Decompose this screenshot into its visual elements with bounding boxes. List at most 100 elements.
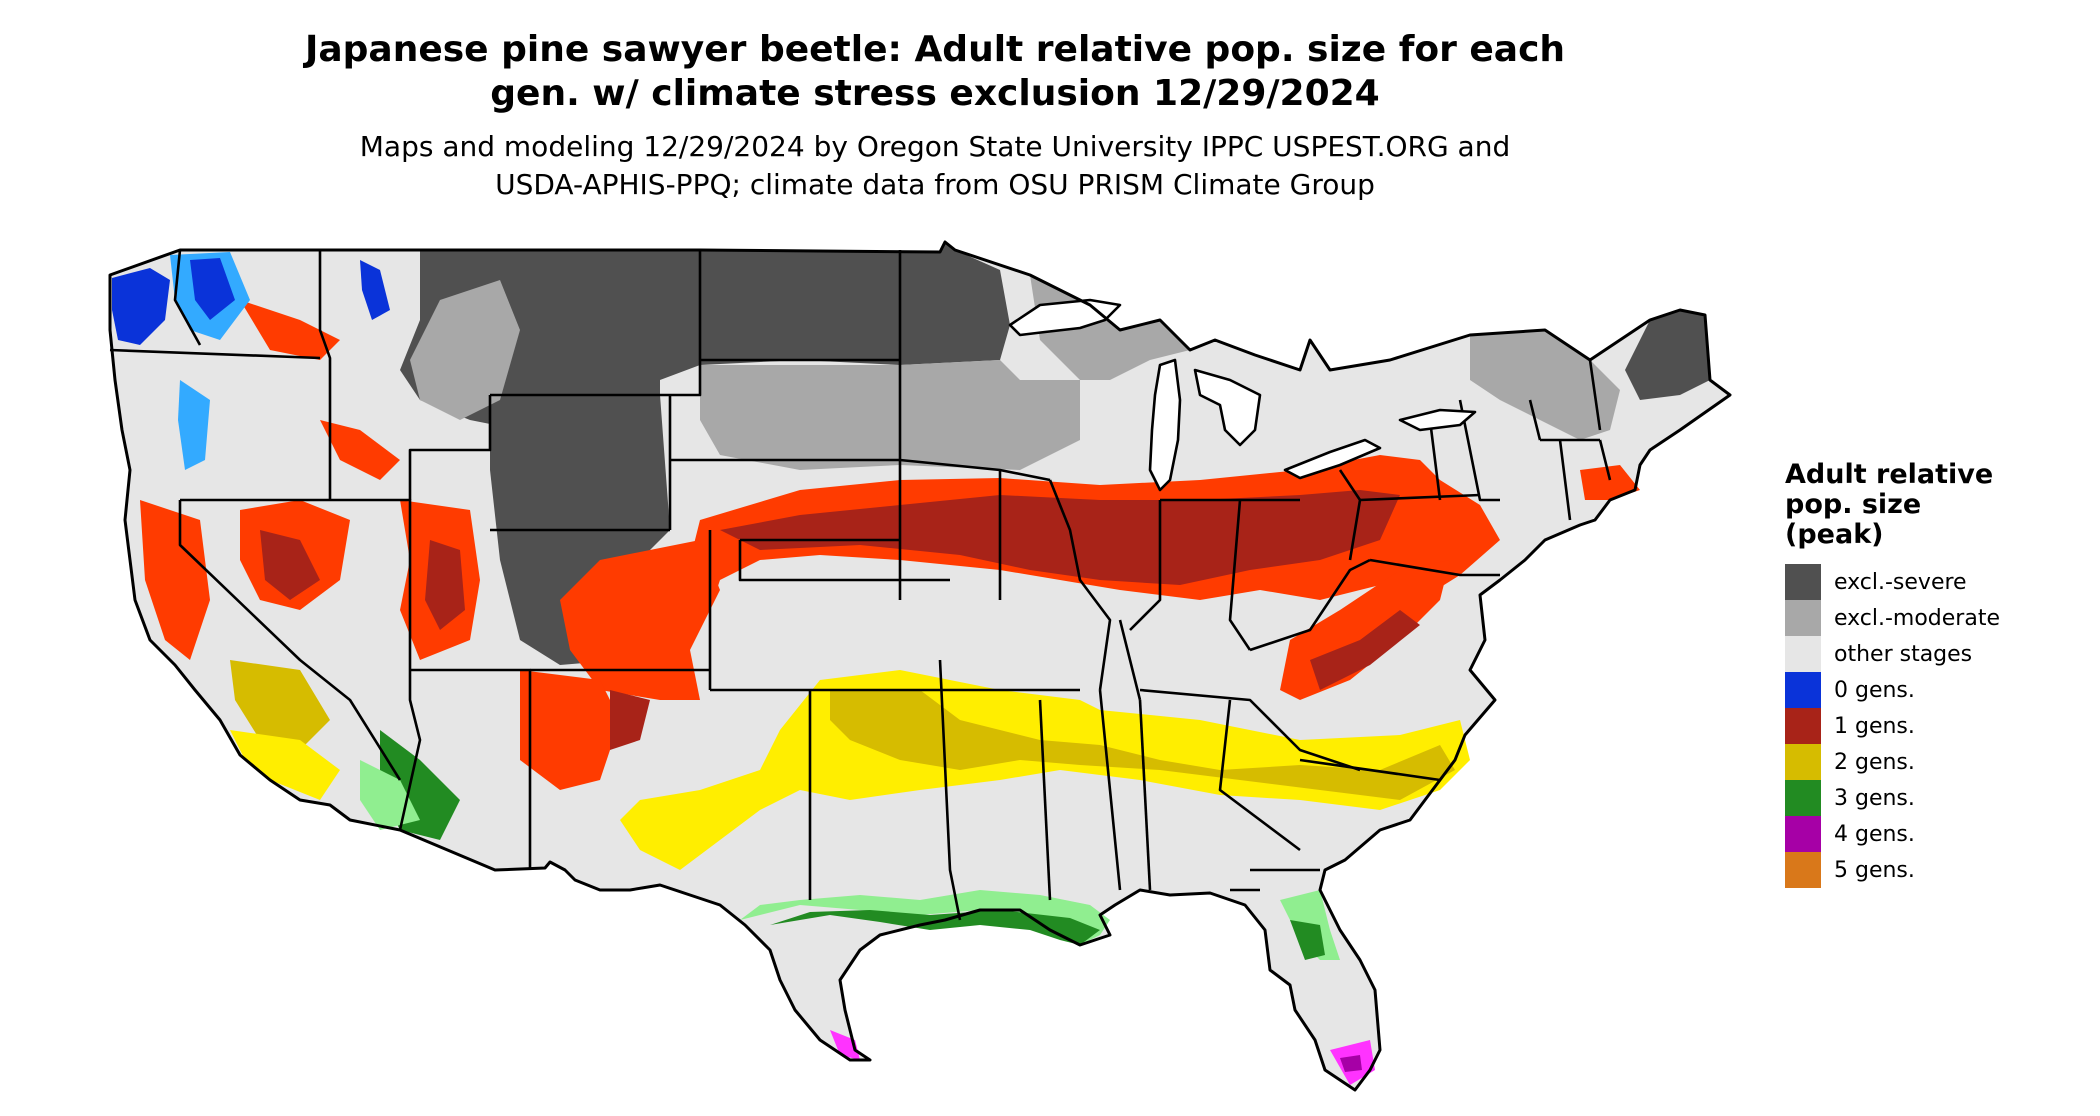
legend-label: 1 gens. xyxy=(1834,713,1915,739)
bright-yellow-zone xyxy=(230,730,340,800)
state-border xyxy=(938,659,962,921)
us-outline xyxy=(108,240,1732,1092)
one-gen-zone xyxy=(260,530,320,600)
legend-label: other stages xyxy=(1834,641,1973,667)
excl-moderate-zone xyxy=(1470,330,1620,440)
lake-erie xyxy=(1283,438,1382,480)
state-border xyxy=(1359,493,1481,502)
state-border xyxy=(318,250,332,500)
legend-swatch xyxy=(1785,780,1821,816)
legend-label: excl.-moderate xyxy=(1834,605,2000,631)
two-gen-zone xyxy=(830,690,1455,800)
legend-label: 4 gens. xyxy=(1834,821,1915,847)
legend-label: 2 gens. xyxy=(1834,749,1915,775)
excl-severe-zone xyxy=(1625,310,1710,400)
legend-swatch xyxy=(1785,744,1821,780)
state-border xyxy=(1598,439,1612,481)
state-border xyxy=(1558,439,1572,521)
bright-red-zone xyxy=(1580,465,1640,500)
state-border xyxy=(490,250,702,397)
zone-layer xyxy=(112,242,1710,1085)
state-border xyxy=(1528,399,1542,441)
excl-moderate-zone xyxy=(410,280,520,420)
legend-title-line: Adult relative xyxy=(1785,459,1994,490)
legend-swatch xyxy=(1785,564,1821,600)
map-subtitle-line-2: USDA-APHIS-PPQ; climate data from OSU PR… xyxy=(495,168,1375,201)
state-border xyxy=(1139,688,1361,772)
bright-red-zone xyxy=(140,500,210,660)
zero-gen-zone xyxy=(190,258,235,320)
two-gen-zone xyxy=(230,660,330,750)
state-border xyxy=(330,498,422,831)
state-border xyxy=(1299,758,1441,782)
four-gen-zone xyxy=(1340,1055,1362,1072)
legend: Adult relative pop. size (peak) excl.-se… xyxy=(1785,460,2085,888)
bright-red-zone xyxy=(320,420,400,480)
excl-moderate-zone xyxy=(700,360,1080,470)
one-gen-zone xyxy=(1310,610,1420,690)
legend-swatch xyxy=(1785,672,1821,708)
legend-label: 0 gens. xyxy=(1834,677,1915,703)
state-border xyxy=(1428,419,1442,501)
legend-swatch xyxy=(1785,636,1821,672)
legend-item: 5 gens. xyxy=(1785,852,2085,888)
legend-title: Adult relative pop. size (peak) xyxy=(1785,460,2085,550)
bright-red-zone xyxy=(560,540,720,700)
legend-label: excl.-severe xyxy=(1834,569,1967,595)
map-title-line-2: gen. w/ climate stress exclusion 12/29/2… xyxy=(490,73,1380,114)
state-border xyxy=(1458,399,1500,502)
legend-item: excl.-severe xyxy=(1785,564,2085,600)
state-border xyxy=(738,540,950,582)
one-gen-zone xyxy=(425,540,465,630)
state-border xyxy=(1129,500,1162,631)
state-border xyxy=(173,249,202,346)
bright-red-zone xyxy=(240,300,340,360)
state-border xyxy=(1228,499,1252,651)
bright-magenta-zone xyxy=(830,1030,860,1060)
state-borders xyxy=(109,249,1612,921)
state-border xyxy=(178,500,402,781)
light-blue-zone xyxy=(178,380,210,470)
state-border xyxy=(1249,558,1371,652)
lake-michigan xyxy=(1148,358,1182,492)
state-border xyxy=(1369,558,1500,577)
zero-gen-zone xyxy=(112,268,170,345)
state-border xyxy=(1138,699,1152,891)
map-title-line-1: Japanese pine sawyer beetle: Adult relat… xyxy=(304,29,1566,70)
legend-item: 1 gens. xyxy=(1785,708,2085,744)
one-gen-zone xyxy=(610,690,650,750)
legend-item: 2 gens. xyxy=(1785,744,2085,780)
lake-huron xyxy=(1193,368,1262,447)
state-border xyxy=(1098,689,1122,891)
state-border xyxy=(1218,699,1301,852)
legend-item: 4 gens. xyxy=(1785,816,2085,852)
three-gen-zone xyxy=(1290,920,1325,960)
state-border xyxy=(1038,699,1052,901)
legend-item: 0 gens. xyxy=(1785,672,2085,708)
legend-swatch xyxy=(1785,600,1821,636)
legend-item: 3 gens. xyxy=(1785,780,2085,816)
lake-ontario xyxy=(1398,408,1477,432)
legend-label: 5 gens. xyxy=(1834,857,1915,883)
legend-title-line: pop. size xyxy=(1785,489,1922,520)
legend-title-line: (peak) xyxy=(1785,519,1884,550)
legend-swatch xyxy=(1785,852,1821,888)
bright-red-zone xyxy=(520,670,620,790)
state-border xyxy=(408,395,492,500)
state-border xyxy=(1118,619,1142,701)
state-border xyxy=(1048,479,1112,691)
legend-items: excl.-severe excl.-moderate other stages 0 … xyxy=(1785,564,2085,888)
map-subtitle-line-1: Maps and modeling 12/29/2024 by Oregon S… xyxy=(359,130,1511,163)
legend-item: excl.-moderate xyxy=(1785,600,2085,636)
legend-item: other stages xyxy=(1785,636,2085,672)
one-gen-zone xyxy=(720,490,1400,585)
zero-gen-zone xyxy=(360,260,390,320)
legend-label: 3 gens. xyxy=(1834,785,1915,811)
three-gen-zone xyxy=(770,910,1100,945)
light-green-zone xyxy=(740,890,1110,945)
state-border xyxy=(1588,359,1602,431)
legend-swatch xyxy=(1785,708,1821,744)
legend-swatch xyxy=(1785,816,1821,852)
state-border xyxy=(109,348,321,360)
us-map xyxy=(108,240,1732,1092)
